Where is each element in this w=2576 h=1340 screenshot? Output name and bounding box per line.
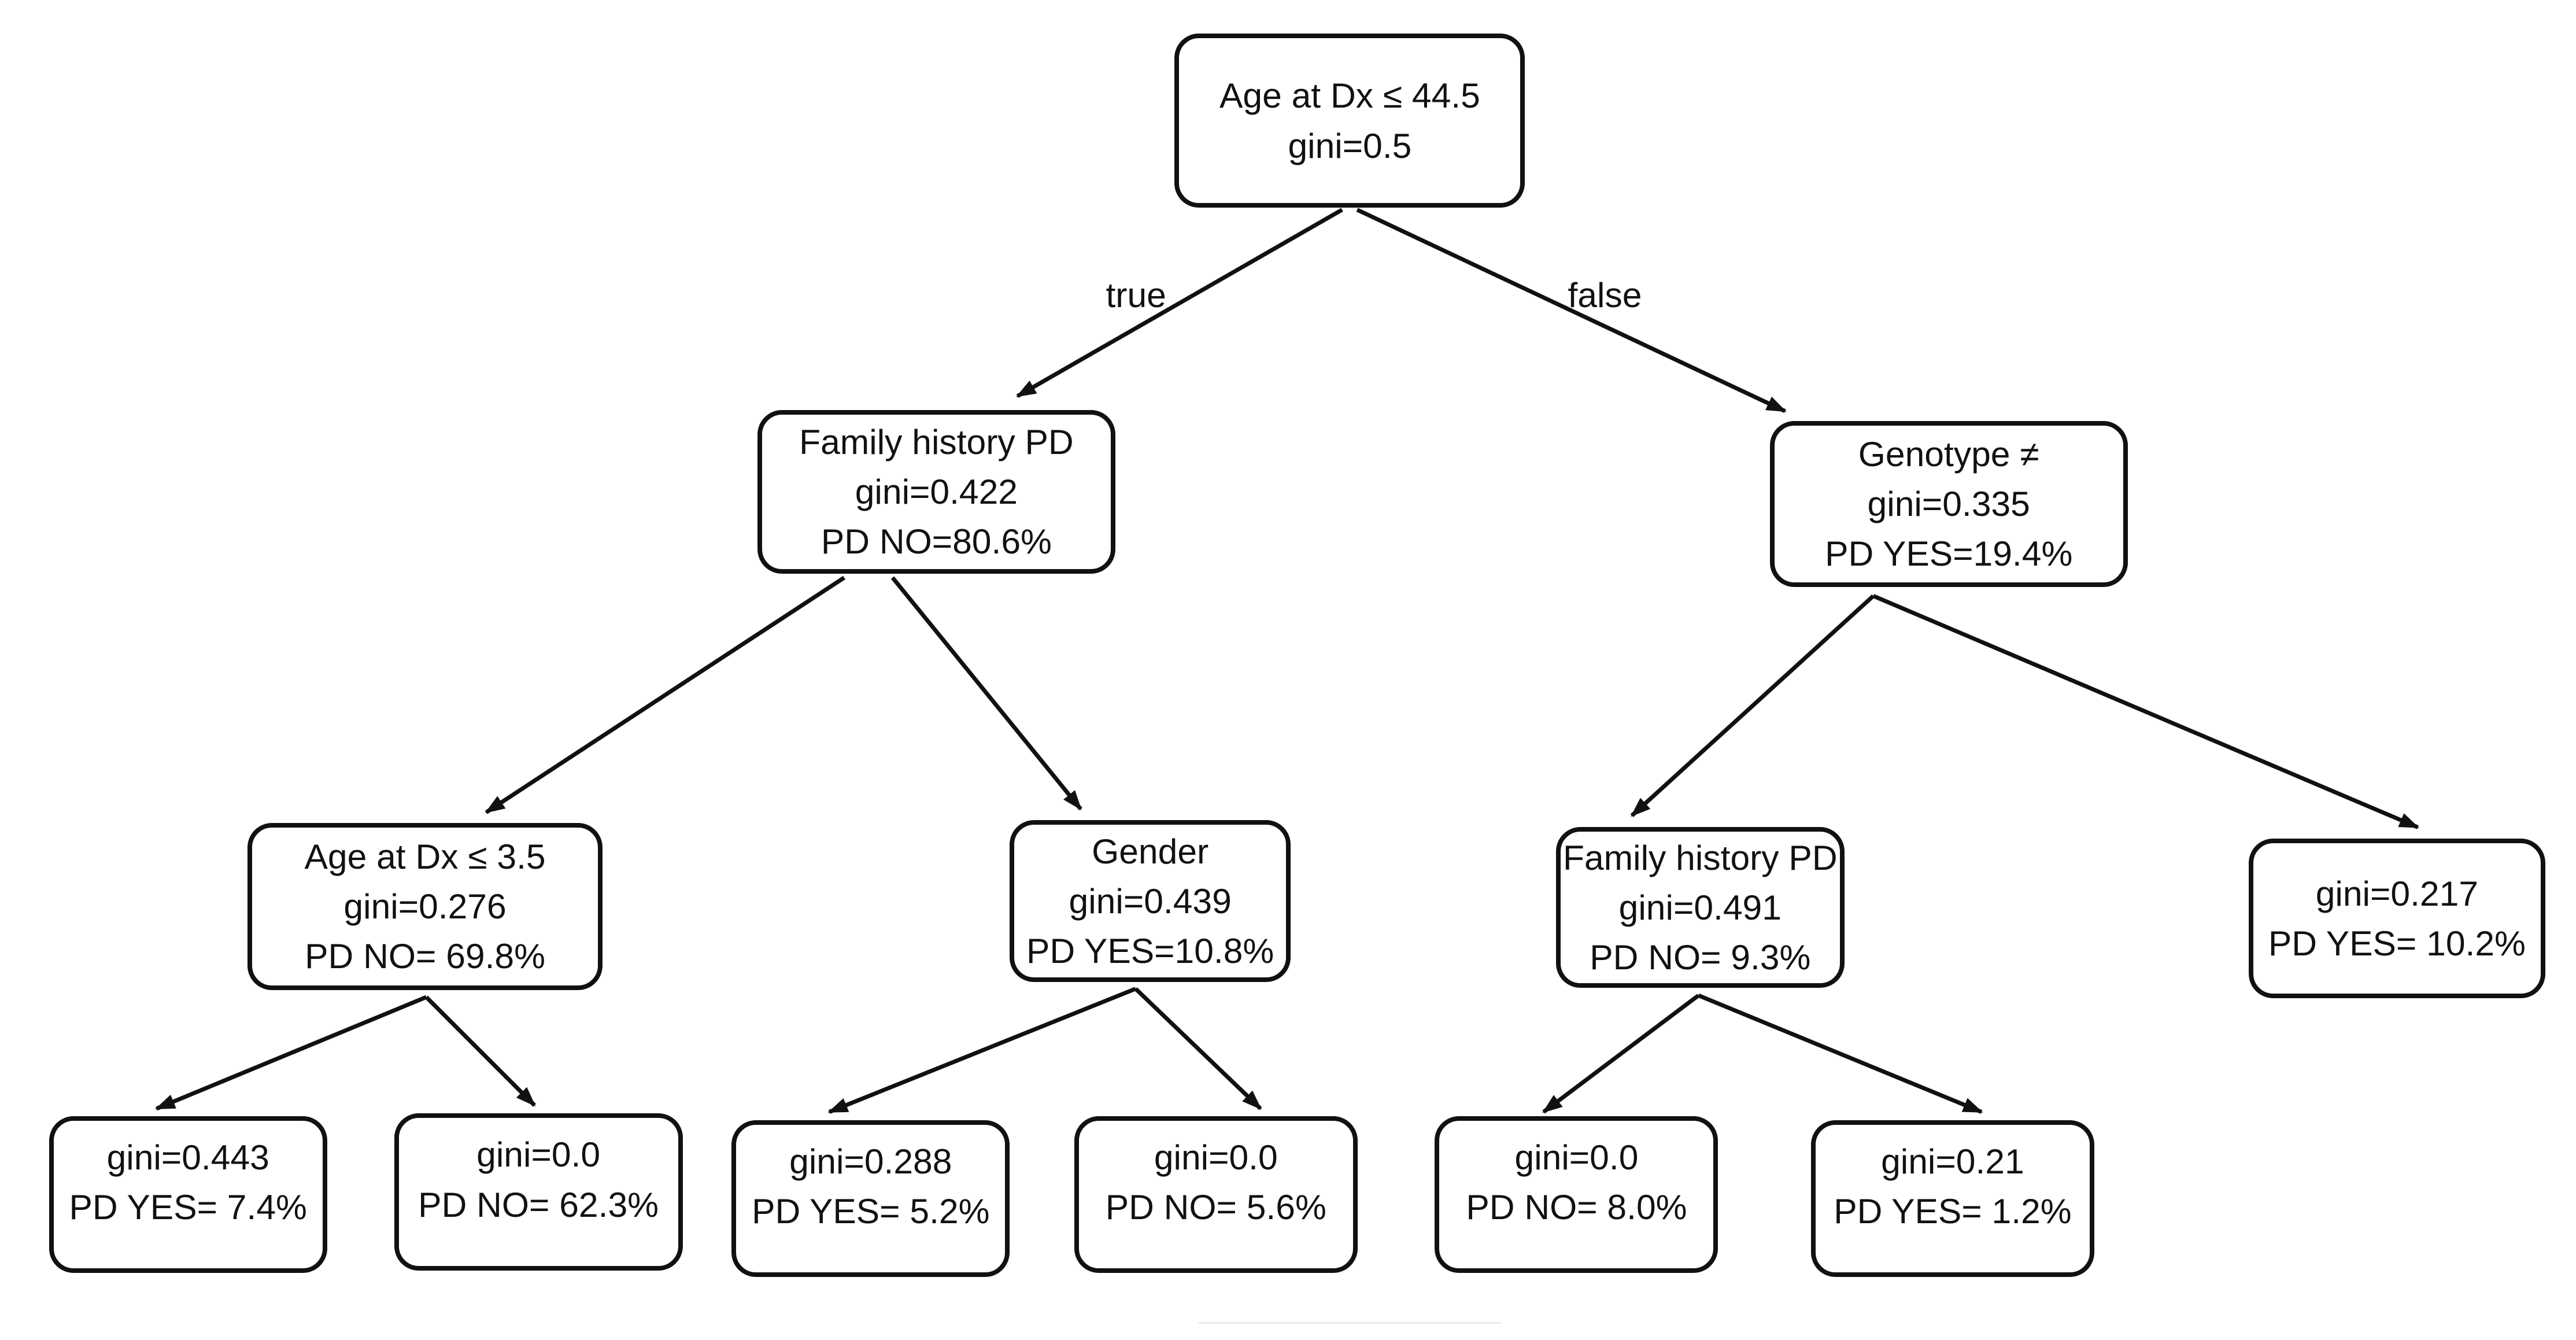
node-class-share: PD NO= 69.8% — [305, 936, 545, 976]
node-class-share: PD NO= 8.0% — [1466, 1187, 1687, 1227]
edge-gender-left — [827, 987, 1137, 1114]
node-age-at-dx-44-5: Age at Dx ≤ 44.5 gini=0.5 — [1174, 33, 1525, 208]
leaf-gini-0-288: gini=0.288 PD YES= 5.2% — [731, 1120, 1010, 1278]
node-class-share: PD YES=19.4% — [1825, 534, 2073, 574]
node-gini: gini=0.5 — [1288, 125, 1412, 165]
node-gini: gini=0.491 — [1618, 887, 1782, 927]
node-gini: gini=0.443 — [106, 1138, 269, 1177]
edge-age35-right — [424, 995, 536, 1107]
edge-fhpd-left — [485, 575, 846, 814]
node-class-share: PD NO= 9.3% — [1590, 937, 1811, 977]
node-gini: gini=0.0 — [476, 1135, 601, 1175]
node-gini: gini=0.422 — [855, 472, 1018, 512]
leaf-gini-0-217: gini=0.217 PD YES= 10.2% — [2249, 839, 2545, 999]
edge-age35-left — [155, 995, 427, 1111]
node-genotype: Genotype ≠ gini=0.335 PD YES=19.4% — [1769, 420, 2128, 587]
leaf-gini-0-21: gini=0.21 PD YES= 1.2% — [1810, 1120, 2094, 1278]
node-class-share: PD YES= 1.2% — [1834, 1191, 2072, 1231]
node-gini: gini=0.21 — [1881, 1142, 2024, 1182]
node-gender: Gender gini=0.439 PD YES=10.8% — [1010, 820, 1291, 983]
node-family-history-pd-right: Family history PD gini=0.491 PD NO= 9.3% — [1555, 826, 1845, 988]
leaf-gini-0-0-pd-no-62-3: gini=0.0 PD NO= 62.3% — [394, 1113, 683, 1271]
edge-label-true: true — [1106, 275, 1166, 315]
node-class-share: PD YES= 5.2% — [752, 1191, 990, 1231]
edge-geno-left — [1630, 594, 1875, 818]
leaf-gini-0-443: gini=0.443 PD YES= 7.4% — [49, 1116, 327, 1273]
edge-label-false: false — [1568, 275, 1642, 315]
node-gini: gini=0.439 — [1069, 881, 1232, 921]
node-class-share: PD NO= 62.3% — [418, 1184, 659, 1224]
node-gini: gini=0.335 — [1867, 484, 2030, 524]
edge-root-false — [1356, 208, 1787, 414]
edge-fhpd-right — [890, 576, 1082, 811]
leaf-gini-0-0-pd-no-8-0: gini=0.0 PD NO= 8.0% — [1435, 1116, 1718, 1273]
node-class-share: PD YES= 10.2% — [2268, 924, 2526, 964]
edge-gender-right — [1134, 987, 1262, 1110]
node-gini: gini=0.0 — [1154, 1138, 1278, 1177]
node-class-share: PD YES=10.8% — [1026, 931, 1274, 971]
node-class-share: PD NO= 5.6% — [1105, 1187, 1326, 1227]
node-class-share: PD NO=80.6% — [821, 522, 1052, 562]
node-condition: Age at Dx ≤ 3.5 — [304, 837, 546, 877]
node-age-at-dx-3-5: Age at Dx ≤ 3.5 gini=0.276 PD NO= 69.8% — [247, 822, 603, 991]
edge-fhpd2-right — [1697, 993, 1983, 1114]
node-gini: gini=0.276 — [343, 887, 507, 926]
node-family-history-pd-left: Family history PD gini=0.422 PD NO=80.6% — [757, 410, 1115, 574]
node-class-share: PD YES= 7.4% — [69, 1187, 307, 1227]
node-gini: gini=0.288 — [789, 1142, 952, 1182]
node-condition: Age at Dx ≤ 44.5 — [1219, 76, 1480, 116]
node-condition: Gender — [1092, 832, 1209, 872]
node-condition: Family history PD — [1562, 837, 1838, 877]
node-condition: Genotype ≠ — [1858, 434, 2039, 474]
node-condition: Family history PD — [799, 422, 1074, 462]
edge-geno-right — [1872, 594, 2420, 829]
node-gini: gini=0.0 — [1514, 1138, 1639, 1177]
edge-fhpd2-left — [1542, 994, 1700, 1114]
node-gini: gini=0.217 — [2315, 874, 2478, 914]
leaf-gini-0-0-pd-no-5-6: gini=0.0 PD NO= 5.6% — [1074, 1116, 1358, 1273]
edge-root-true — [1016, 208, 1343, 398]
